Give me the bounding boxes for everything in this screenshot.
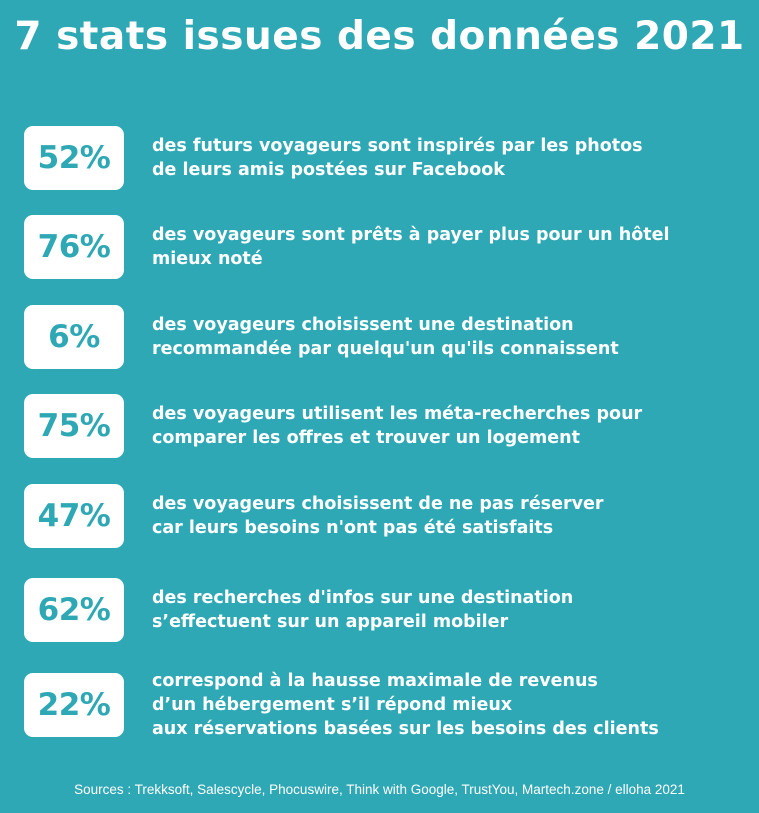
stat-value-badge: 47% — [24, 484, 124, 548]
stat-description: des voyageurs choisissent de ne pas rése… — [152, 492, 742, 540]
stat-description-line: des voyageurs utilisent les méta-recherc… — [152, 404, 643, 424]
stat-description: des voyageurs utilisent les méta-recherc… — [152, 402, 742, 450]
stat-item: 52% des futurs voyageurs sont inspirés p… — [24, 126, 736, 190]
stat-description-line: des voyageurs choisissent une destinatio… — [152, 315, 574, 335]
stat-item: 22% correspond à la hausse maximale de r… — [24, 671, 736, 739]
page-title: 7 stats issues des données 2021 — [14, 14, 745, 59]
stat-description: des voyageurs choisissent une destinatio… — [152, 313, 742, 361]
stat-description-line: des recherches d'infos sur une destinati… — [152, 588, 574, 608]
stat-description-line: d’un hébergement s’il répond mieux — [152, 695, 513, 715]
stat-description-line: des voyageurs choisissent de ne pas rése… — [152, 494, 604, 514]
stat-description: des recherches d'infos sur une destinati… — [152, 586, 742, 634]
stat-value-badge: 75% — [24, 394, 124, 458]
stat-item: 62% des recherches d'infos sur une desti… — [24, 578, 736, 642]
stat-value-badge: 6% — [24, 305, 124, 369]
stat-item: 75% des voyageurs utilisent les méta-rec… — [24, 394, 736, 458]
stat-description-line: s’effectuent sur un appareil mobiler — [152, 612, 509, 632]
stat-description-line: mieux noté — [152, 249, 263, 269]
stat-description-line: des futurs voyageurs sont inspirés par l… — [152, 136, 643, 156]
stat-description-line: des voyageurs sont prêts à payer plus po… — [152, 225, 670, 245]
stat-description: des futurs voyageurs sont inspirés par l… — [152, 134, 742, 182]
stat-description: correspond à la hausse maximale de reven… — [152, 669, 742, 741]
stat-value-badge: 76% — [24, 215, 124, 279]
stat-description-line: correspond à la hausse maximale de reven… — [152, 671, 598, 691]
stat-description-line: comparer les offres et trouver un logeme… — [152, 428, 580, 448]
stat-value-badge: 52% — [24, 126, 124, 190]
stat-item: 47% des voyageurs choisissent de ne pas … — [24, 484, 736, 548]
stat-item: 76% des voyageurs sont prêts à payer plu… — [24, 215, 736, 279]
stat-description-line: aux réservations basées sur les besoins … — [152, 719, 659, 739]
stat-description-line: de leurs amis postées sur Facebook — [152, 160, 505, 180]
stat-item: 6% des voyageurs choisissent une destina… — [24, 305, 736, 369]
sources-footnote: Sources : Trekksoft, Salescycle, Phocusw… — [74, 782, 685, 797]
stat-value-badge: 22% — [24, 673, 124, 737]
stat-description-line: car leurs besoins n'ont pas été satisfai… — [152, 518, 554, 538]
stat-value-badge: 62% — [24, 578, 124, 642]
stat-description: des voyageurs sont prêts à payer plus po… — [152, 223, 742, 271]
stat-description-line: recommandée par quelqu'un qu'ils connais… — [152, 339, 619, 359]
